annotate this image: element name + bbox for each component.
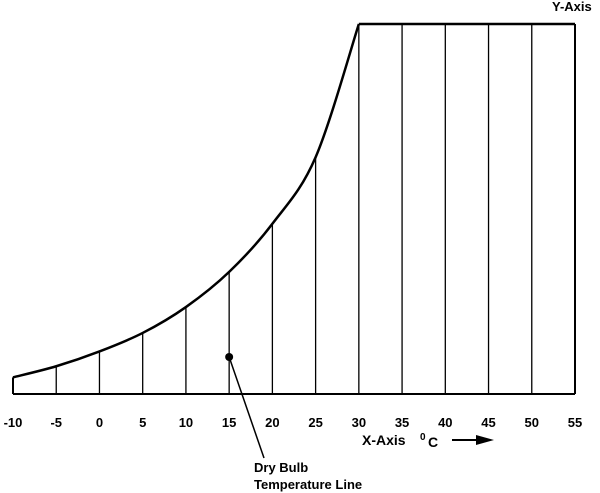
- annotation-line-1: Dry Bulb: [254, 460, 308, 475]
- x-tick-label: 30: [352, 415, 366, 430]
- x-tick-label: 40: [438, 415, 452, 430]
- x-tick-label: 20: [265, 415, 279, 430]
- x-axis-label: X-Axis: [362, 432, 406, 448]
- x-tick-label: 45: [481, 415, 495, 430]
- x-tick-label: 35: [395, 415, 409, 430]
- x-tick-label: 25: [308, 415, 322, 430]
- dry-bulb-lines: [12, 24, 576, 394]
- unit-label: C: [428, 434, 438, 450]
- x-tick-label: 15: [222, 415, 236, 430]
- right-arrow-icon: [452, 435, 494, 445]
- x-tick-label: 50: [525, 415, 539, 430]
- y-axis-label: Y-Axis: [552, 0, 592, 14]
- x-tick-label: 10: [179, 415, 193, 430]
- saturation-curve: [12, 23, 361, 379]
- x-tick-labels: -10 -5 0 5 10 15 20 25 30 35 40 45 50 55: [4, 415, 583, 430]
- x-tick-label: -10: [4, 415, 23, 430]
- unit-superscript: 0: [420, 432, 426, 443]
- x-tick-label: 55: [568, 415, 582, 430]
- x-tick-label: 5: [139, 415, 146, 430]
- annotation-leader-line: [228, 356, 265, 459]
- annotation-line-2: Temperature Line: [254, 477, 362, 492]
- x-tick-label: 0: [96, 415, 103, 430]
- x-tick-label: -5: [50, 415, 62, 430]
